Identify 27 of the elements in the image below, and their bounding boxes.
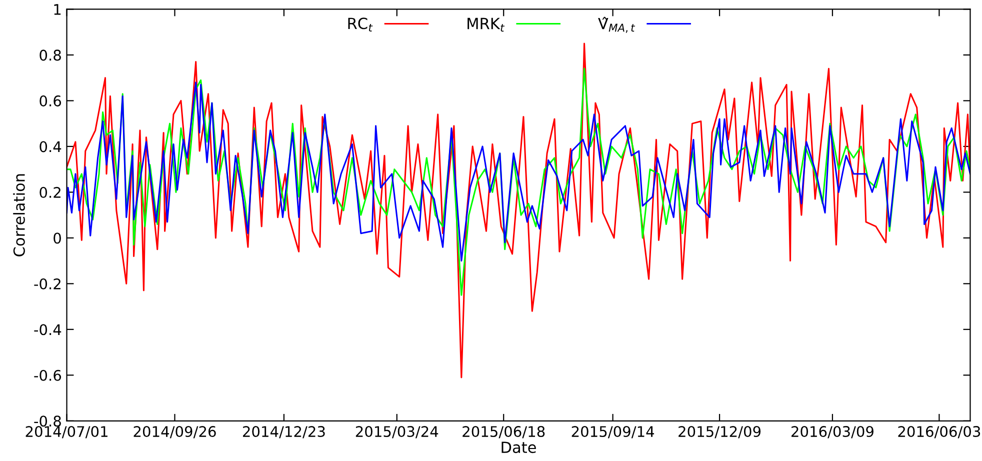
x-tick-label: 2015/12/09 [678, 426, 761, 438]
legend-label: MRK$_{t}$ [468, 18, 505, 32]
legend-label: RC$_{t}$ [348, 18, 373, 32]
line-series [66, 82, 970, 262]
x-tick-label: 2014/09/26 [134, 426, 216, 438]
legend-label: V̂$_{MA,t}$ [598, 16, 636, 33]
x-tick-label: 2015/06/18 [462, 426, 545, 438]
y-tick-label: -0.2 [34, 278, 60, 290]
x-tick-label: 2015/03/24 [356, 426, 438, 438]
line-series [66, 42, 970, 378]
y-tick-label: -0.4 [34, 324, 62, 336]
x-tick-label: 2014/07/01 [26, 426, 108, 438]
y-tick-label: 0.8 [40, 50, 61, 61]
y-tick-label: 0.2 [40, 186, 60, 198]
x-tick-label: 2015/09/14 [572, 426, 654, 438]
y-tick-label: 0.4 [40, 141, 62, 152]
y-tick-label: 1 [54, 4, 61, 15]
line-series [66, 68, 970, 296]
x-tick-label: 2014/12/23 [242, 426, 325, 438]
y-axis-title: Correlation [13, 174, 25, 256]
x-tick-label: 2016/06/03 [898, 426, 980, 438]
y-tick-label: 0 [54, 232, 61, 244]
x-axis-title: Date [502, 442, 536, 454]
y-tick-label: 0.6 [40, 95, 61, 106]
y-tick-label: -0.8 [34, 416, 61, 427]
x-tick-label: 2016/03/09 [792, 426, 874, 438]
y-tick-label: -0.6 [34, 370, 61, 381]
